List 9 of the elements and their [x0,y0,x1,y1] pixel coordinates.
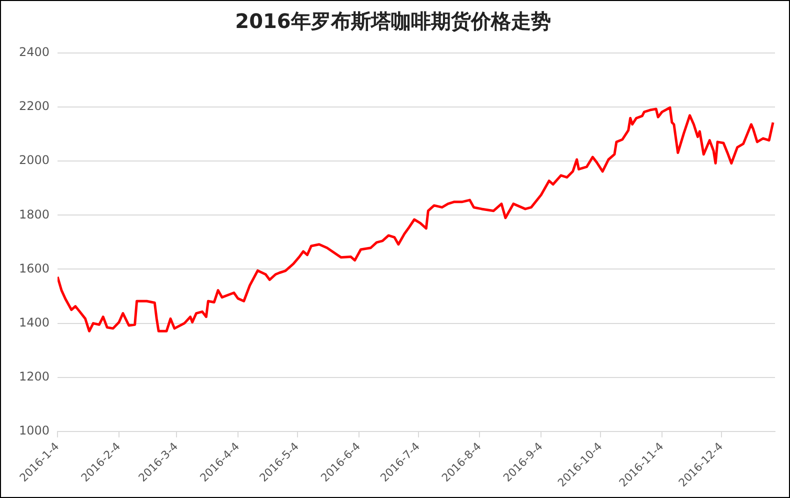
y-tick-label: 1600 [18,261,50,276]
y-tick-label: 1000 [18,424,50,438]
y-tick-label: 2200 [18,99,50,114]
y-tick-label: 2000 [18,153,50,168]
y-tick-label: 1400 [18,315,50,330]
chart-title: 2016年罗布斯塔咖啡期货价格走势 [235,9,551,34]
y-tick-label: 1800 [18,207,50,222]
y-tick-label: 1200 [18,369,50,384]
y-tick-label: 2400 [18,45,50,60]
